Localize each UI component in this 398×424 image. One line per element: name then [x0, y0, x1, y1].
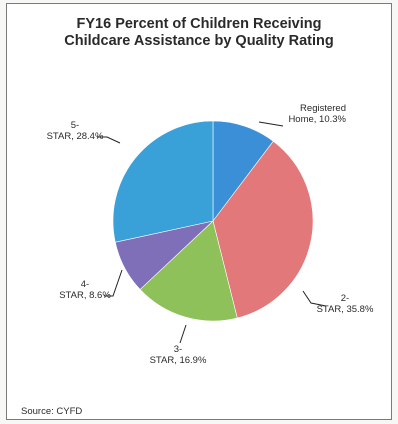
- source-note: Source: CYFD: [21, 406, 83, 417]
- data-label-2-star: 2-STAR, 35.8%: [317, 293, 374, 315]
- leader-line-4: [97, 136, 121, 144]
- leader-line-1: [302, 290, 327, 307]
- leader-line-3: [104, 269, 123, 297]
- chart-title: FY16 Percent of Children Receiving Child…: [64, 16, 334, 49]
- leader-line-2: [179, 324, 187, 344]
- pie-slice-5-star: [112, 120, 214, 243]
- data-label-5-star: 5-STAR, 28.4%: [47, 120, 104, 142]
- leader-line-0: [258, 121, 284, 127]
- data-label-registered-home: Registered Home, 10.3%: [288, 103, 346, 125]
- chart-frame: FY16 Percent of Children Receiving Child…: [6, 3, 392, 420]
- pie-slice-3-star: [139, 220, 238, 322]
- data-label-3-star: 3-STAR, 16.9%: [150, 344, 207, 366]
- pie-slice-2-star: [212, 140, 314, 319]
- data-label-4-star: 4-STAR, 8.6%: [59, 279, 111, 301]
